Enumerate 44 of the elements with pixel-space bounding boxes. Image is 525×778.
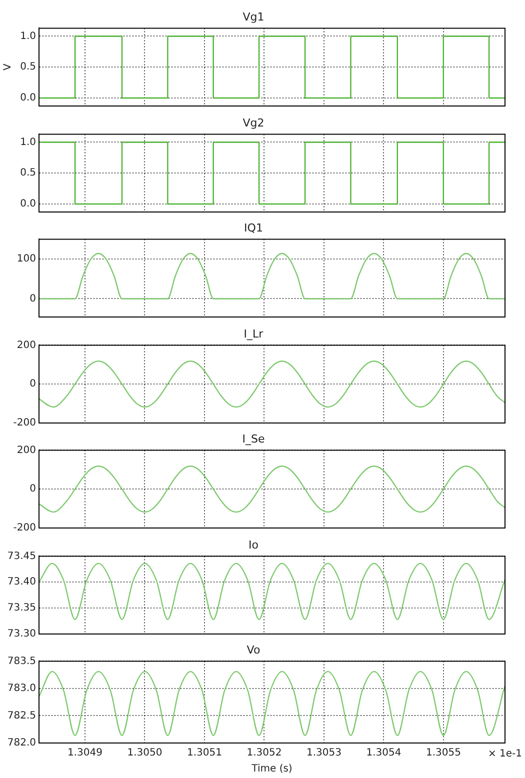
text: × 1e-1 [488, 748, 522, 760]
y-tick-label: 783.5 [7, 656, 36, 667]
y-tick-label: 0.0 [20, 92, 36, 104]
line-series [39, 670, 505, 736]
line-series [39, 360, 505, 408]
y-tick-label: 200 [16, 444, 36, 456]
y-axis-title: V [2, 64, 14, 71]
y-tick-label: 0 [30, 484, 36, 495]
chart-title: Io [248, 538, 259, 551]
line-series [39, 466, 505, 513]
chart-title: IQ1 [244, 221, 263, 234]
y-tick-label: 783.0 [7, 683, 36, 694]
y-tick-label: 782.5 [7, 710, 36, 722]
y-tick-label: -200 [13, 417, 36, 428]
chart-title: Vg2 [242, 116, 264, 129]
y-tick-label: 0 [30, 378, 36, 390]
chart-title: I_Se [242, 432, 265, 446]
x-tick-label: 1.3054 [366, 748, 402, 759]
line-series [39, 252, 505, 300]
y-tick-label: 73.30 [7, 628, 36, 640]
chart-title: Vg1 [242, 10, 264, 24]
y-tick-label: 73.35 [7, 602, 36, 614]
x-tick-label: 1.3055 [426, 748, 461, 759]
y-tick-label: 1.0 [20, 136, 36, 148]
x-tick-label: 1.3052 [246, 748, 282, 759]
y-tick-label: 200 [16, 339, 36, 350]
x-tick-label: 1.3050 [127, 748, 162, 759]
y-tick-label: 0.5 [20, 62, 36, 73]
x-axis-title: Time (s) [250, 764, 292, 775]
x-tick-label: 1.3049 [68, 748, 103, 759]
y-tick-label: 0 [30, 293, 36, 304]
chart-title: Vo [246, 643, 260, 656]
x-tick-label: 1.3051 [186, 748, 222, 759]
y-tick-label: 1.0 [20, 30, 36, 42]
y-tick-label: 73.40 [7, 576, 36, 588]
y-tick-label: 0.5 [20, 167, 36, 178]
line-series [39, 562, 505, 620]
y-tick-label: 782.0 [7, 738, 36, 749]
x-tick-label: 1.3053 [306, 748, 342, 759]
y-tick-label: 0.0 [20, 198, 36, 210]
y-tick-label: 100 [16, 254, 36, 265]
y-tick-label: -200 [13, 522, 36, 534]
chart-title: I_Lr [244, 326, 264, 340]
y-tick-label: 73.45 [7, 550, 36, 562]
